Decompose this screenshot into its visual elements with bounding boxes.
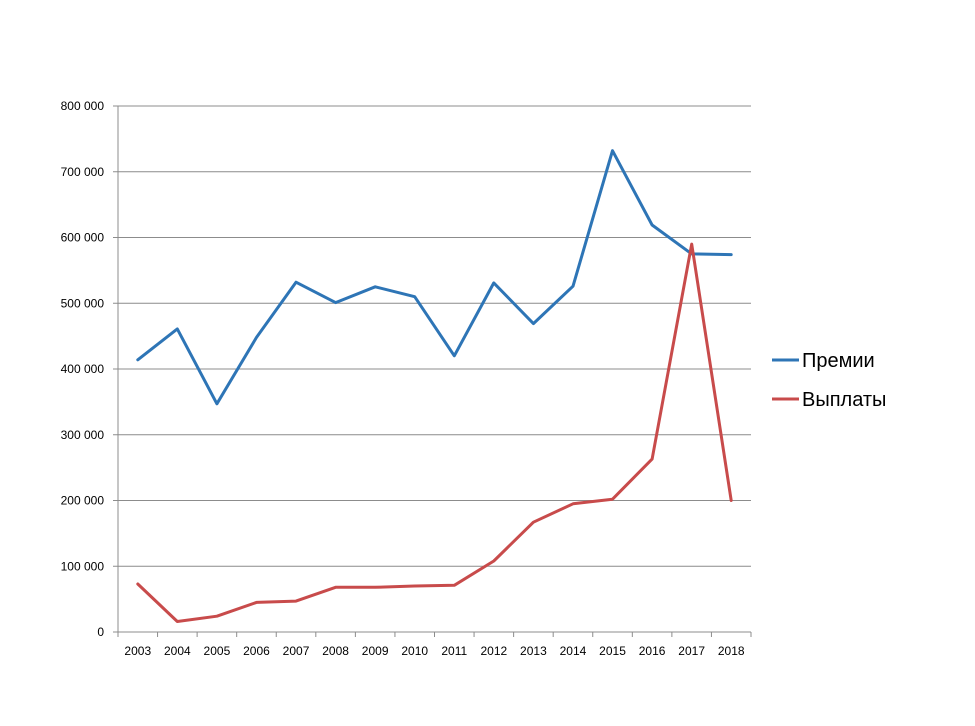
x-tick-label: 2003 — [124, 644, 151, 658]
x-tick-label: 2006 — [243, 644, 270, 658]
y-tick-label: 200 000 — [61, 494, 105, 508]
legend-label: Премии — [802, 350, 875, 372]
x-tick-label: 2013 — [520, 644, 547, 658]
legend-label: Выплаты — [802, 389, 886, 411]
x-tick-label: 2008 — [322, 644, 349, 658]
legend: Премии Выплаты — [772, 350, 886, 411]
y-tick-label: 600 000 — [61, 231, 105, 245]
x-tick-label: 2005 — [204, 644, 231, 658]
x-tick-label: 2010 — [401, 644, 428, 658]
y-tick-label: 400 000 — [61, 362, 105, 376]
x-tick-label: 2015 — [599, 644, 626, 658]
series-line-2 — [136, 242, 733, 623]
y-tick-label: 700 000 — [61, 165, 105, 179]
y-tick-labels: 0 100 000 200 000 300 000 400 000 500 000 600 … — [61, 99, 105, 639]
y-tick-label: 0 — [97, 625, 104, 639]
axes — [113, 105, 752, 637]
y-tick-label: 300 000 — [61, 428, 105, 442]
x-tick-label: 2014 — [560, 644, 587, 658]
x-tick-label: 2007 — [283, 644, 310, 658]
x-tick-label: 2017 — [678, 644, 705, 658]
y-tick-label: 800 000 — [61, 99, 105, 113]
x-tick-label: 2012 — [480, 644, 507, 658]
x-tick-label: 2018 — [718, 644, 745, 658]
series-lines — [136, 149, 733, 623]
y-tick-label: 100 000 — [61, 559, 105, 573]
x-tick-label: 2011 — [441, 644, 467, 658]
y-tick-label: 500 000 — [61, 296, 105, 310]
x-tick-labels: 2003 2004 2005 2006 2007 2008 2009 2010 2011 2012… — [124, 644, 744, 658]
gridlines — [118, 105, 751, 567]
x-tick-label: 2009 — [362, 644, 389, 658]
x-tick-label: 2004 — [164, 644, 191, 658]
series-line-1 — [136, 149, 733, 406]
x-tick-label: 2016 — [639, 644, 666, 658]
